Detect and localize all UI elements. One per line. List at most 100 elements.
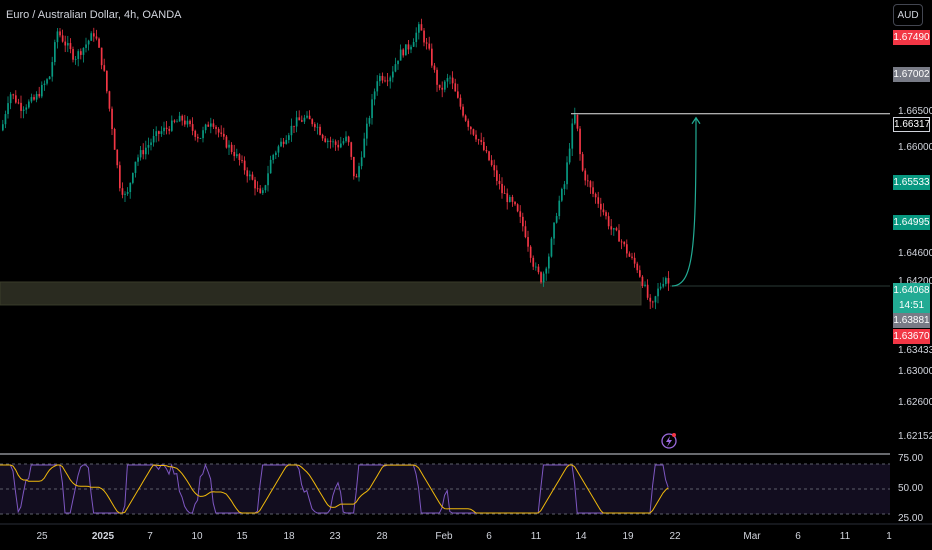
- candle-body: [259, 188, 262, 194]
- candle-body: [87, 40, 90, 45]
- candle-body: [561, 188, 563, 201]
- candle-body: [368, 118, 371, 124]
- candle-body: [472, 129, 475, 135]
- candle-body: [30, 97, 33, 102]
- candle-body: [610, 226, 613, 230]
- candle-body: [441, 87, 444, 90]
- candle-body: [524, 226, 527, 238]
- candle-body: [113, 129, 116, 150]
- candle-body: [366, 123, 368, 139]
- candle-body: [147, 145, 150, 148]
- candle-body: [290, 125, 293, 136]
- candle-body: [236, 154, 238, 157]
- price-axis-label: 1.63433: [898, 345, 932, 356]
- candle-body: [496, 170, 498, 181]
- candle-body: [454, 83, 457, 92]
- symbol-title[interactable]: Euro / Australian Dollar, 4h, OANDA: [6, 9, 182, 21]
- candle-body: [246, 170, 249, 177]
- lightning-bolt-icon: [666, 436, 672, 447]
- price-axis-label: 1.63000: [898, 366, 932, 377]
- candle-body: [641, 276, 644, 286]
- price-axis-label: 1.62600: [898, 397, 932, 408]
- candle-body: [415, 32, 418, 43]
- candle-body: [241, 160, 243, 161]
- candle-body: [106, 70, 108, 92]
- candle-body: [386, 80, 389, 82]
- candle-body: [176, 121, 178, 123]
- candle-body: [100, 47, 103, 66]
- candle-body: [165, 127, 168, 129]
- candle-body: [321, 134, 324, 139]
- candle-body: [173, 120, 176, 122]
- current-price-value: 1.64068: [893, 285, 930, 296]
- candle-body: [256, 188, 259, 190]
- candle-body: [438, 84, 441, 88]
- candle-body: [444, 81, 446, 90]
- candle-body: [316, 126, 319, 128]
- candle-body: [2, 124, 4, 131]
- candle-body: [324, 138, 327, 142]
- candle-body: [376, 81, 379, 92]
- candle-body: [464, 115, 467, 121]
- candle-body: [119, 165, 121, 189]
- candle-body: [306, 115, 308, 118]
- candle-body: [436, 69, 438, 85]
- candle-body: [134, 161, 137, 173]
- time-axis-label: 6: [486, 531, 492, 542]
- rsi-ma-line: [0, 464, 669, 514]
- candle-body: [98, 38, 100, 48]
- price-tag-gray-lower: 1.63881: [893, 313, 930, 328]
- candle-body: [342, 141, 345, 144]
- candle-body: [522, 216, 524, 227]
- candle-body: [506, 193, 509, 203]
- candle-body: [210, 123, 212, 127]
- candle-body: [428, 43, 431, 49]
- candle-body: [449, 77, 451, 79]
- candle-body: [353, 156, 355, 177]
- candle-body: [553, 222, 555, 239]
- candle-body: [220, 132, 223, 134]
- time-axis-label: 23: [329, 531, 341, 542]
- candle-body: [28, 101, 30, 108]
- candle-body: [584, 170, 587, 181]
- currency-button[interactable]: AUD: [893, 4, 923, 26]
- candle-body: [602, 209, 605, 213]
- candle-body: [25, 107, 28, 110]
- candle-body: [623, 241, 626, 245]
- candle-body: [150, 142, 152, 146]
- time-axis-label: 10: [191, 531, 203, 542]
- candle-body: [613, 228, 615, 230]
- time-axis-label: 19: [622, 531, 634, 542]
- candle-body: [410, 46, 412, 50]
- price-tag-green-low: 1.64995: [893, 215, 930, 230]
- candle-body: [646, 284, 649, 298]
- candle-body: [199, 138, 202, 139]
- candle-body: [605, 212, 607, 217]
- candle-body: [7, 103, 9, 115]
- candle-body: [212, 123, 215, 127]
- candle-body: [337, 144, 340, 148]
- candle-body: [308, 115, 311, 120]
- candle-body: [485, 150, 488, 152]
- candle-body: [446, 78, 449, 82]
- candle-body: [191, 124, 194, 131]
- candle-body: [311, 119, 314, 125]
- candle-body: [262, 190, 264, 194]
- candle-body: [121, 188, 124, 195]
- candle-body: [483, 141, 485, 151]
- candle-body: [33, 97, 35, 100]
- time-axis-label: 11: [839, 531, 851, 542]
- candle-body: [462, 106, 464, 116]
- candle-body: [397, 60, 399, 65]
- candle-body: [217, 128, 220, 133]
- candle-body: [639, 270, 641, 277]
- candle-body: [4, 114, 7, 125]
- candle-body: [332, 141, 334, 143]
- candle-body: [72, 49, 74, 60]
- candle-body: [516, 204, 519, 212]
- candle-body: [470, 126, 472, 130]
- candle-body: [620, 241, 623, 243]
- candle-body: [116, 149, 119, 166]
